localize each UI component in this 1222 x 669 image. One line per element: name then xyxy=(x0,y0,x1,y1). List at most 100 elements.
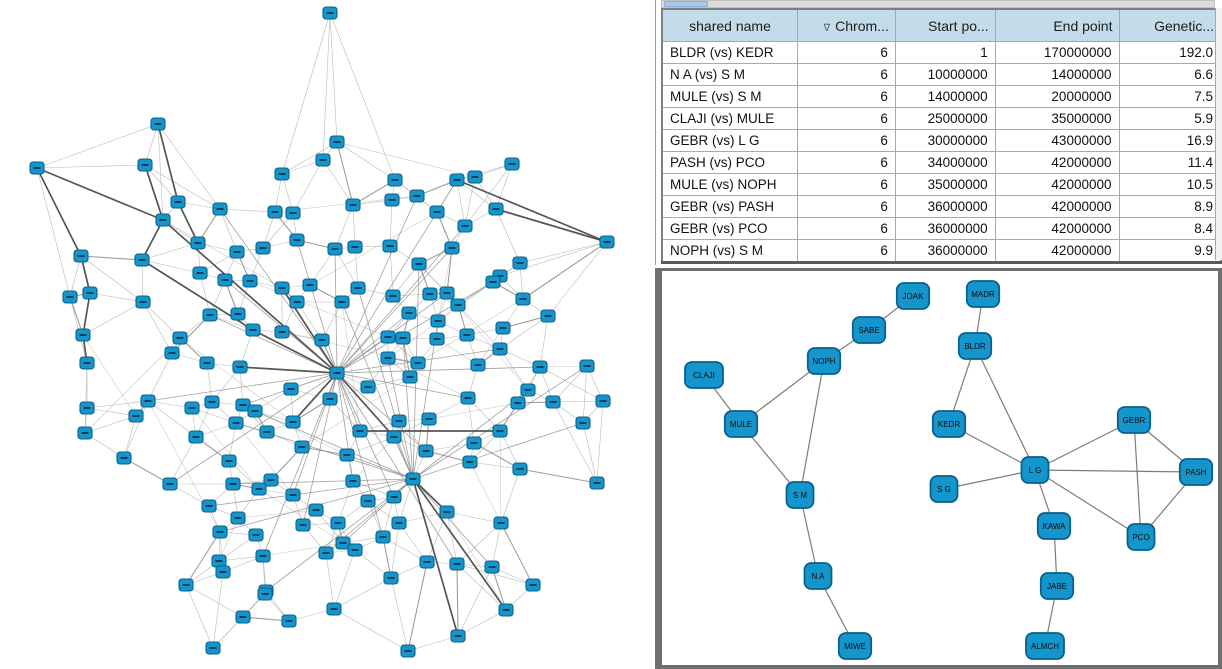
network-node[interactable] xyxy=(192,266,208,280)
network-node[interactable]: SABE xyxy=(851,316,887,344)
table-cell[interactable]: 30000000 xyxy=(894,129,996,152)
network-edge[interactable] xyxy=(296,239,338,374)
network-edge[interactable] xyxy=(336,372,395,438)
network-edge[interactable] xyxy=(237,509,317,519)
network-edge[interactable] xyxy=(157,123,179,203)
network-edge[interactable] xyxy=(352,436,395,482)
network-node[interactable] xyxy=(382,239,398,253)
network-node[interactable] xyxy=(242,274,258,288)
network-node[interactable] xyxy=(164,346,180,360)
network-edge[interactable] xyxy=(596,400,604,484)
network-node[interactable] xyxy=(274,167,290,181)
network-edge[interactable] xyxy=(402,337,414,480)
network-edge[interactable] xyxy=(242,616,290,622)
network-edge[interactable] xyxy=(208,478,414,507)
network-edge[interactable] xyxy=(147,372,338,402)
table-cell[interactable]: 36000000 xyxy=(894,239,996,263)
network-node[interactable] xyxy=(488,202,504,216)
network-edge[interactable] xyxy=(539,365,588,368)
network-edge[interactable] xyxy=(407,635,459,652)
network-node[interactable] xyxy=(504,157,520,171)
network-edge[interactable] xyxy=(495,163,513,210)
network-node[interactable] xyxy=(212,202,228,216)
network-edge[interactable] xyxy=(84,337,181,434)
network-edge[interactable] xyxy=(522,241,608,300)
table-cell[interactable]: GEBR (vs) PCO xyxy=(661,217,799,240)
network-edge[interactable] xyxy=(36,167,82,257)
table-cell[interactable]: GEBR (vs) PASH xyxy=(661,195,799,218)
network-node[interactable] xyxy=(77,426,93,440)
table-row[interactable]: MULE (vs) NOPH 6 35000000 42000000 10.5 xyxy=(661,173,1222,196)
network-edge[interactable] xyxy=(179,337,294,423)
network-node[interactable] xyxy=(75,328,91,342)
network-node[interactable] xyxy=(387,173,403,187)
column-header-chrom-[interactable]: ∇ Chrom... xyxy=(797,8,896,42)
network-edge[interactable] xyxy=(36,123,159,169)
network-node[interactable] xyxy=(347,240,363,254)
network-node[interactable] xyxy=(285,488,301,502)
column-header-shared-name[interactable]: shared name xyxy=(661,8,799,42)
network-edge[interactable] xyxy=(235,422,294,496)
network-edge[interactable] xyxy=(412,478,507,611)
network-node[interactable]: NOPH xyxy=(806,347,842,375)
network-edge[interactable] xyxy=(473,442,521,470)
table-cell[interactable]: 25000000 xyxy=(894,107,996,130)
network-node[interactable] xyxy=(289,295,305,309)
network-node[interactable] xyxy=(285,206,301,220)
network-node[interactable] xyxy=(190,236,206,250)
network-node[interactable]: PCO xyxy=(1126,523,1156,551)
network-edge[interactable] xyxy=(456,563,459,637)
network-node[interactable] xyxy=(410,356,426,370)
network-edge[interactable] xyxy=(974,345,1036,471)
network-node[interactable] xyxy=(401,306,417,320)
network-edge[interactable] xyxy=(457,566,493,637)
network-node[interactable] xyxy=(29,161,45,175)
network-edge[interactable] xyxy=(341,301,361,432)
table-cell[interactable]: 6 xyxy=(797,217,896,240)
network-node[interactable] xyxy=(221,454,237,468)
network-edge[interactable] xyxy=(354,246,359,289)
network-edge[interactable] xyxy=(1034,469,1197,473)
network-edge[interactable] xyxy=(123,415,137,459)
network-edge[interactable] xyxy=(495,208,608,243)
network-node[interactable] xyxy=(329,135,345,149)
network-node[interactable] xyxy=(318,546,334,560)
network-node[interactable] xyxy=(419,555,435,569)
network-edge[interactable] xyxy=(539,315,549,368)
network-edge[interactable] xyxy=(80,255,144,303)
network-node[interactable] xyxy=(255,549,271,563)
network-edge[interactable] xyxy=(141,259,144,303)
network-node[interactable] xyxy=(334,295,350,309)
network-edge[interactable] xyxy=(456,522,502,565)
network-edge[interactable] xyxy=(412,422,584,480)
network-node[interactable] xyxy=(579,359,595,373)
network-node[interactable]: L G xyxy=(1020,456,1050,484)
network-node[interactable] xyxy=(228,416,244,430)
network-node[interactable] xyxy=(326,602,342,616)
network-node[interactable] xyxy=(545,395,561,409)
network-edge[interactable] xyxy=(333,549,356,610)
network-node[interactable] xyxy=(347,543,363,557)
network-node[interactable] xyxy=(251,482,267,496)
table-row[interactable]: BLDR (vs) KEDR 6 1 170000000 192.0 xyxy=(661,41,1222,64)
network-node[interactable] xyxy=(225,477,241,491)
network-node[interactable] xyxy=(339,448,355,462)
network-node[interactable] xyxy=(230,307,246,321)
network-edge[interactable] xyxy=(457,609,507,637)
network-edge[interactable] xyxy=(1133,419,1142,538)
network-node[interactable] xyxy=(235,610,251,624)
network-node[interactable] xyxy=(457,219,473,233)
network-node[interactable] xyxy=(137,158,153,172)
table-cell[interactable]: 8.4 xyxy=(1118,217,1222,240)
network-node[interactable] xyxy=(82,286,98,300)
table-cell[interactable]: 42000000 xyxy=(994,239,1120,263)
network-edge[interactable] xyxy=(309,211,438,286)
table-cell[interactable]: 6 xyxy=(797,107,896,130)
network-node[interactable] xyxy=(352,424,368,438)
network-node[interactable] xyxy=(211,554,227,568)
network-edge[interactable] xyxy=(412,478,459,637)
network-edge[interactable] xyxy=(144,164,164,221)
network-node[interactable] xyxy=(460,391,476,405)
network-edge[interactable] xyxy=(387,357,469,399)
table-row[interactable]: GEBR (vs) PASH 6 36000000 42000000 8.9 xyxy=(661,195,1222,218)
